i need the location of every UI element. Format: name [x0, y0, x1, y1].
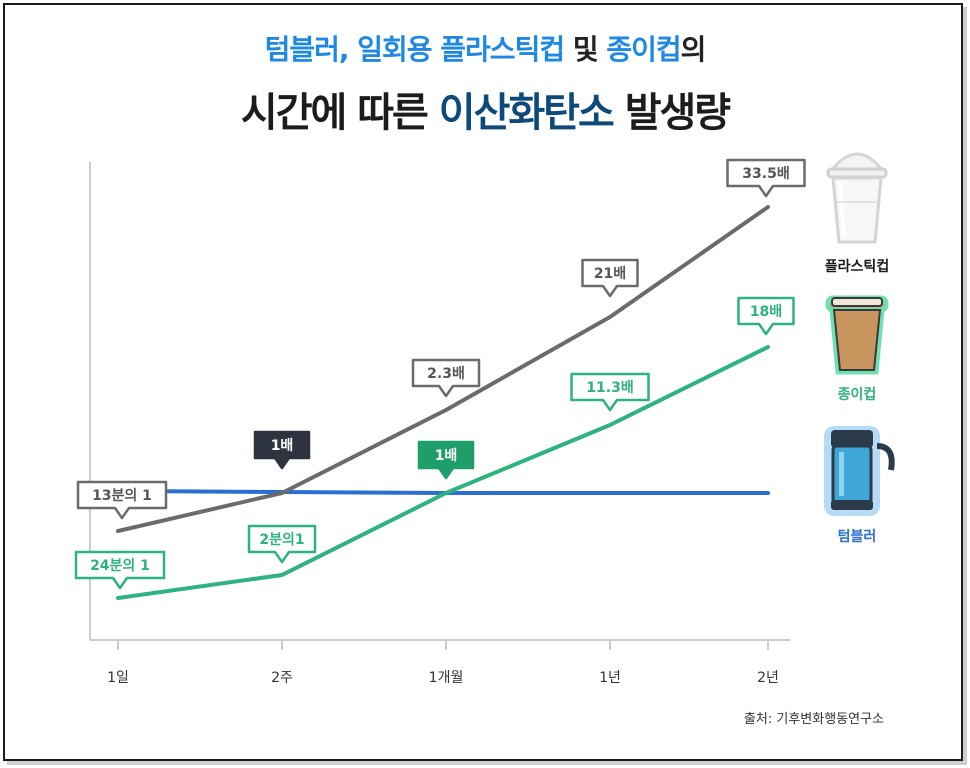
title-seg-4: 의	[680, 33, 707, 66]
label-plastic-4: 21배	[594, 266, 626, 282]
x-tick-label: 1일	[107, 670, 129, 686]
source-note: 출처: 기후변화행동연구소	[743, 712, 884, 727]
label-plastic-4-box	[581, 258, 639, 298]
label-paper-2-box	[247, 524, 317, 564]
label-paper-3: 1배	[435, 448, 458, 464]
label-paper-2: 2분의1	[259, 531, 304, 548]
label-paper-5: 18배	[750, 304, 782, 320]
title-seg-6: 이산화탄소	[438, 90, 615, 136]
label-plastic-2: 1배	[271, 438, 294, 454]
legend-tumbler: 텀블러	[802, 420, 912, 546]
label-paper-3-box	[417, 440, 475, 480]
paper-cup-icon	[825, 295, 889, 375]
title-seg-1: 텀블러, 일회용 플라스틱컵	[264, 33, 565, 66]
title-seg-2: 및	[564, 33, 607, 66]
title-seg-3: 종이컵	[606, 33, 681, 66]
legend-paper: 종이컵	[802, 294, 912, 404]
label-plastic-1: 13분의 1	[92, 487, 152, 504]
title-line-1: 텀블러, 일회용 플라스틱컵 및 종이컵의	[0, 28, 970, 68]
label-paper-1-box	[74, 550, 166, 590]
legend-label-plastic: 플라스틱컵	[824, 259, 890, 275]
legend-label-tumbler: 텀블러	[837, 529, 877, 545]
infographic-frame	[3, 3, 963, 761]
title-line-2: 시간에 따른 이산화탄소 발생량	[0, 80, 970, 138]
label-paper-4-box	[570, 372, 650, 412]
title-seg-5: 시간에 따른	[240, 90, 439, 136]
label-paper-1: 24분의 1	[90, 557, 150, 574]
x-tick-label: 2년	[757, 670, 779, 686]
label-paper-4: 11.3배	[586, 380, 633, 396]
label-plastic-3-box	[411, 358, 481, 398]
legend-label-paper: 종이컵	[837, 387, 877, 403]
legend-plastic: 플라스틱컵	[802, 142, 912, 276]
label-paper-5-box	[737, 296, 795, 336]
label-plastic-5: 33.5배	[742, 166, 789, 182]
x-tick-label: 1년	[599, 670, 621, 686]
title-seg-7: 발생량	[612, 90, 731, 136]
label-plastic-2-box	[253, 430, 311, 470]
tumbler-icon	[824, 426, 895, 516]
label-plastic-5-box	[726, 158, 806, 198]
plastic-cup-icon	[826, 152, 888, 244]
label-plastic-1-box	[76, 480, 168, 520]
x-tick-label: 2주	[271, 670, 293, 686]
label-plastic-3: 2.3배	[427, 366, 465, 382]
x-tick-label: 1개월	[429, 670, 464, 686]
